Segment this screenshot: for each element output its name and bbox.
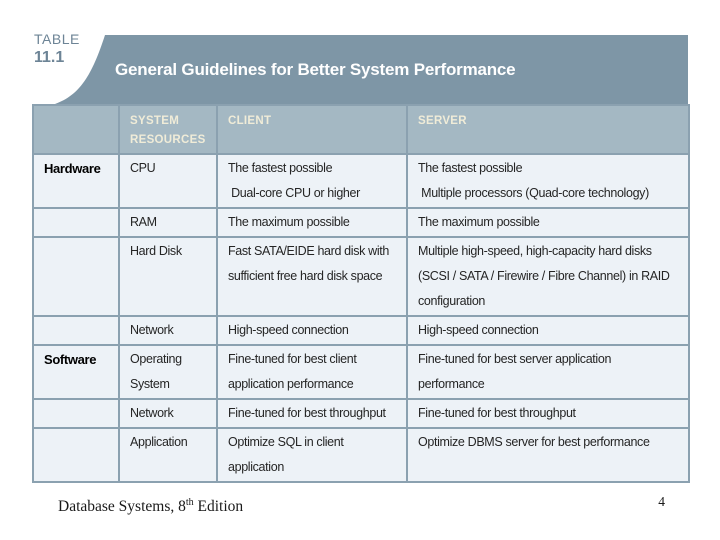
table-badge-word: TABLE xyxy=(34,31,80,47)
table-header-row: SYSTEM RESOURCES CLIENT SERVER xyxy=(32,104,690,155)
table-row: Hard Disk Fast SATA/EIDE hard disk with … xyxy=(32,236,690,317)
footer-title-prefix: Database Systems, 8 xyxy=(58,498,186,516)
client-cell: High-speed connection xyxy=(216,315,408,346)
header-system-resources: SYSTEM RESOURCES xyxy=(118,104,218,155)
resource-cell: CPU xyxy=(118,153,218,209)
resource-cell: Operating System xyxy=(118,344,218,400)
footer-title-superscript: th xyxy=(185,497,194,508)
client-cell: Optimize SQL in client application xyxy=(216,427,408,483)
group-label: Hardware xyxy=(32,153,120,209)
footer-book-title: Database Systems, 8th Edition xyxy=(58,497,243,516)
client-cell: The fastest possible Dual-core CPU or hi… xyxy=(216,153,408,209)
resource-cell: Application xyxy=(118,427,218,483)
guidelines-table: SYSTEM RESOURCES CLIENT SERVER Hardware … xyxy=(32,104,690,483)
header-empty xyxy=(32,104,120,155)
server-cell: High-speed connection xyxy=(406,315,690,346)
resource-cell: RAM xyxy=(118,207,218,238)
page-number: 4 xyxy=(658,494,665,509)
table-row: Application Optimize SQL in client appli… xyxy=(32,427,690,483)
server-cell: The fastest possible Multiple processors… xyxy=(406,153,690,209)
header-client: CLIENT xyxy=(216,104,408,155)
group-label xyxy=(32,315,120,346)
header-server: SERVER xyxy=(406,104,690,155)
banner-ribbon xyxy=(55,35,688,104)
group-label xyxy=(32,427,120,483)
table-badge: TABLE 11.1 xyxy=(34,31,80,67)
group-label xyxy=(32,398,120,429)
group-label xyxy=(32,207,120,238)
server-cell: Optimize DBMS server for best performanc… xyxy=(406,427,690,483)
resource-cell: Hard Disk xyxy=(118,236,218,317)
client-cell: The maximum possible xyxy=(216,207,408,238)
table-row: Network Fine-tuned for best throughput F… xyxy=(32,398,690,429)
server-cell: Fine-tuned for best server application p… xyxy=(406,344,690,400)
client-cell: Fast SATA/EIDE hard disk with sufficient… xyxy=(216,236,408,317)
table-row: Network High-speed connection High-speed… xyxy=(32,315,690,346)
resource-cell: Network xyxy=(118,315,218,346)
resource-cell: Network xyxy=(118,398,218,429)
table-row: RAM The maximum possible The maximum pos… xyxy=(32,207,690,238)
client-cell: Fine-tuned for best throughput xyxy=(216,398,408,429)
server-cell: Multiple high-speed, high-capacity hard … xyxy=(406,236,690,317)
group-label: Software xyxy=(32,344,120,400)
table-row: Hardware CPU The fastest possible Dual-c… xyxy=(32,153,690,209)
footer-title-suffix: Edition xyxy=(193,498,244,516)
table-badge-number: 11.1 xyxy=(34,49,65,67)
group-label xyxy=(32,236,120,317)
server-cell: The maximum possible xyxy=(406,207,690,238)
banner-title: General Guidelines for Better System Per… xyxy=(115,59,516,79)
table-row: Software Operating System Fine-tuned for… xyxy=(32,344,690,400)
server-cell: Fine-tuned for best throughput xyxy=(406,398,690,429)
client-cell: Fine-tuned for best client application p… xyxy=(216,344,408,400)
